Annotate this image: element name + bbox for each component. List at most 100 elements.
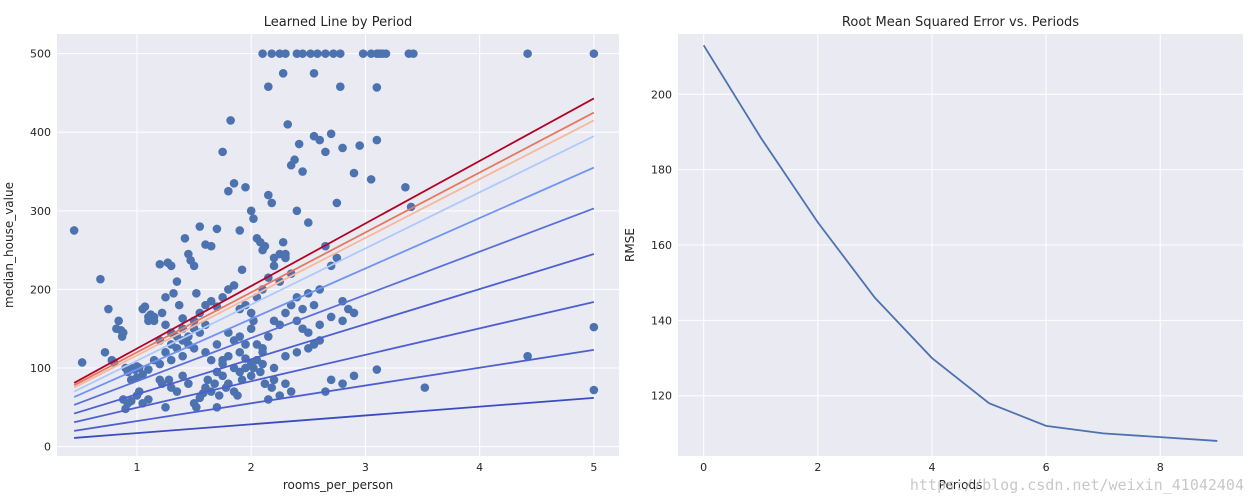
x-tick-label: 6 — [1043, 461, 1050, 474]
scatter-point — [96, 274, 105, 284]
scatter-point — [249, 214, 258, 223]
scatter-point — [235, 332, 245, 341]
scatter-point — [306, 49, 315, 58]
scatter-point — [174, 300, 184, 310]
y-tick-label: 140 — [651, 314, 672, 327]
chart-title: Root Mean Squared Error vs. Periods — [842, 15, 1079, 30]
scatter-point — [218, 359, 227, 369]
scatter-point — [233, 391, 242, 400]
scatter-point — [161, 402, 170, 412]
scatter-point — [358, 49, 368, 58]
scatter-point — [218, 292, 227, 302]
y-tick-label: 160 — [651, 239, 672, 252]
scatter-point — [206, 241, 216, 251]
scatter-point — [195, 222, 205, 231]
scatter-point — [161, 292, 170, 302]
scatter-point — [224, 186, 233, 196]
scatter-point — [100, 347, 110, 357]
scatter-point — [155, 259, 165, 269]
scatter-point — [372, 83, 382, 92]
scatter-point — [401, 182, 410, 192]
scatter-point — [267, 198, 277, 208]
scatter-point — [178, 351, 187, 361]
scatter-point — [267, 49, 277, 58]
scatter-point — [349, 308, 359, 318]
scatter-point — [338, 379, 347, 389]
x-tick-label: 4 — [476, 461, 483, 474]
scatter-point — [178, 314, 187, 323]
scatter-panel: 1 2 3 4 5 0 100 200 300 400 500 Learned Line by Per… — [2, 15, 619, 492]
scatter-point — [155, 359, 165, 369]
y-tick-label: 0 — [44, 441, 51, 454]
rmse-line — [702, 44, 1218, 442]
scatter-point — [298, 49, 307, 58]
learned-line — [73, 111, 595, 387]
learned-line — [73, 97, 595, 384]
y-tick-label: 200 — [30, 283, 51, 296]
y-tick-label: 180 — [651, 164, 672, 177]
scatter-point — [246, 308, 256, 318]
scatter-point — [278, 237, 288, 247]
scatter-point — [290, 155, 299, 165]
scatter-point — [241, 340, 250, 349]
scatter-point — [313, 49, 322, 58]
scatter-point — [126, 396, 136, 406]
scatter-point — [138, 369, 147, 379]
scatter-point — [281, 351, 290, 361]
x-tick-label: 5 — [590, 461, 597, 474]
scatter-point — [372, 365, 382, 374]
scatter-point — [203, 375, 213, 385]
scatter-point — [180, 234, 190, 243]
learned-line — [73, 349, 595, 432]
scatter-point — [278, 68, 288, 78]
learned-line — [73, 119, 595, 389]
scatter-point — [338, 143, 347, 153]
scatter-point — [77, 358, 87, 367]
scatter-point — [218, 147, 227, 157]
scatter-point — [172, 277, 182, 286]
scatter-point — [294, 139, 304, 149]
scatter-point — [166, 261, 176, 271]
scatter-point — [161, 320, 170, 330]
y-axis-label: RMSE — [623, 228, 637, 262]
scatter-point — [144, 395, 153, 404]
y-tick-label: 300 — [30, 205, 51, 218]
scatter-point — [69, 226, 79, 235]
scatter-point — [260, 241, 270, 251]
scatter-point — [157, 308, 167, 318]
scatter-point — [189, 344, 199, 353]
scatter-point — [166, 355, 176, 365]
scatter-point — [246, 206, 256, 216]
y-tick-label: 500 — [30, 48, 51, 61]
scatter-point — [192, 402, 201, 412]
x-tick-label: 0 — [700, 461, 707, 474]
x-tick-label: 4 — [928, 461, 935, 474]
scatter-point — [326, 129, 336, 139]
plot-area — [57, 34, 619, 456]
scatter-point — [298, 167, 307, 176]
scatter-point — [118, 328, 128, 337]
rmse-panel: 0 2 4 6 8 120 140 160 180 200 Root Mean Squared Er… — [623, 15, 1243, 492]
x-axis-label: Periods — [939, 478, 983, 492]
scatter-point — [589, 49, 599, 58]
scatter-point — [335, 82, 345, 91]
scatter-point — [246, 359, 256, 369]
x-tick-label: 2 — [814, 461, 821, 474]
scatter-point — [420, 383, 430, 392]
scatter-point — [264, 332, 273, 341]
scatter-point — [224, 351, 233, 361]
scatter-point — [241, 182, 250, 192]
scatter-point — [206, 355, 216, 365]
scatter-point — [355, 141, 365, 150]
scatter-point — [309, 68, 319, 78]
scatter-point — [281, 379, 290, 389]
scatter-point — [246, 371, 256, 381]
scatter-point — [149, 316, 159, 326]
scatter-point — [235, 347, 245, 357]
scatter-point — [256, 367, 265, 377]
learned-line — [73, 301, 595, 424]
learned-line — [73, 135, 595, 393]
scatter-point — [349, 168, 359, 178]
scatter-point — [283, 120, 293, 129]
scatter-point — [292, 206, 302, 216]
